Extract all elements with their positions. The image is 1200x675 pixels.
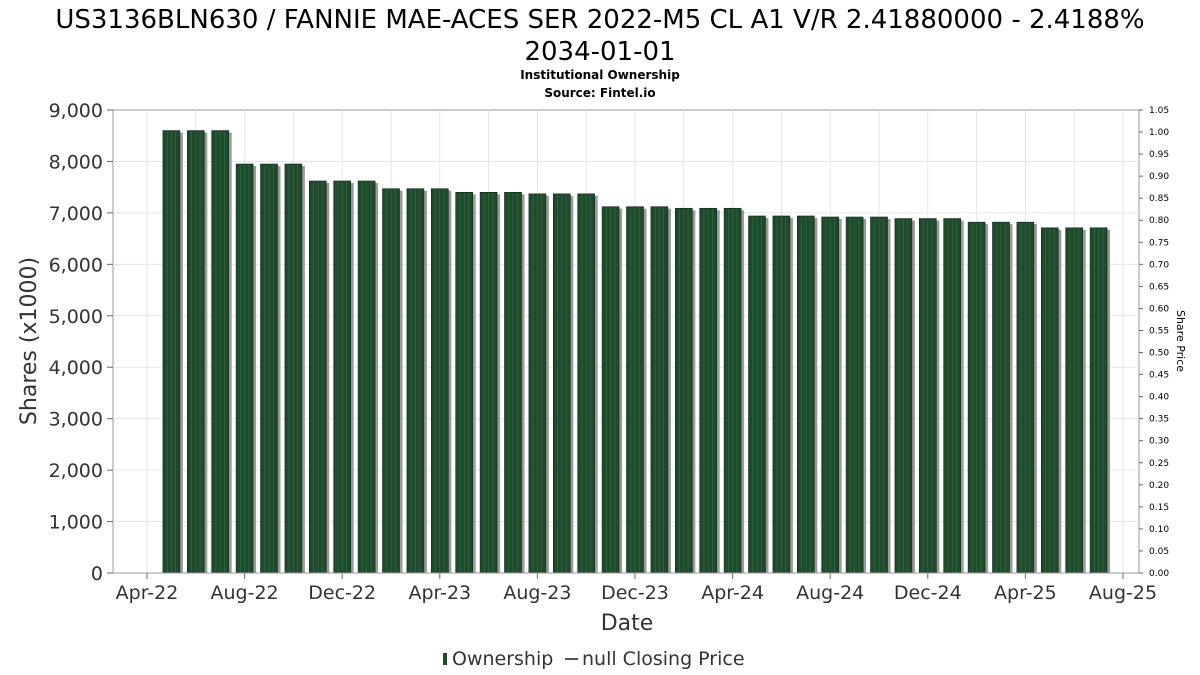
ownership-bar	[187, 130, 208, 574]
y2-tick-label: 0.30	[1149, 437, 1169, 447]
ownership-bar	[992, 221, 1013, 574]
y2-tick-label: 1.00	[1149, 128, 1169, 138]
chart-title-line2: 2034-01-01	[524, 37, 675, 67]
y2-tick-label: 0.95	[1149, 150, 1169, 160]
ownership-bar	[504, 192, 525, 574]
y-tick-label: 7,000	[49, 203, 103, 225]
ownership-bar	[382, 188, 403, 574]
y2-tick-label: 0.60	[1149, 304, 1169, 314]
ownership-bar	[894, 218, 915, 574]
ownership-bar	[333, 180, 354, 574]
x-tick-label: Aug-25	[1089, 582, 1157, 604]
ownership-bar	[870, 216, 891, 574]
y2-tick-label: 0.35	[1149, 415, 1169, 425]
x-tick-label: Apr-25	[994, 582, 1057, 604]
ownership-bar	[796, 215, 818, 574]
ownership-bar	[406, 188, 427, 574]
y-tick-label: 8,000	[49, 151, 103, 173]
y-tick-label: 0	[91, 563, 103, 585]
y2-tick-label: 0.90	[1149, 172, 1169, 182]
chart-title-line1: US3136BLN630 / FANNIE MAE-ACES SER 2022-…	[55, 5, 1144, 35]
y-axis-left: 0 1,000 2,000 3,000 4,000 5,000 6,000 7,000 8,00…	[49, 100, 113, 585]
y-tick-label: 3,000	[49, 409, 103, 431]
ownership-bar	[308, 180, 330, 574]
x-tick-label: Aug-23	[503, 582, 571, 604]
legend-ownership-swatch	[443, 653, 447, 665]
ownership-bar	[528, 193, 549, 574]
y-tick-label: 5,000	[49, 306, 103, 328]
ownership-bar	[723, 207, 745, 574]
legend: Ownership null Closing Price	[443, 648, 745, 670]
legend-ownership-label: Ownership	[452, 648, 553, 670]
ownership-bar	[577, 193, 598, 574]
ownership-bar	[601, 206, 623, 574]
ownership-bar	[357, 180, 379, 574]
y2-tick-label: 0.20	[1149, 481, 1169, 491]
ownership-bar	[479, 192, 501, 574]
ownership-bar	[284, 163, 305, 574]
chart-header: US3136BLN630 / FANNIE MAE-ACES SER 2022-…	[55, 5, 1144, 100]
x-tick-label: Dec-22	[308, 582, 376, 604]
ownership-bar	[626, 206, 647, 574]
ownership-bar	[748, 215, 769, 574]
ownership-bar	[430, 188, 452, 574]
x-tick-label: Aug-22	[211, 582, 279, 604]
ownership-bar	[1041, 227, 1062, 574]
y2-tick-label: 0.10	[1149, 525, 1169, 535]
ownership-bar	[943, 218, 964, 574]
y2-tick-label: 1.05	[1149, 106, 1169, 116]
ownership-bar	[674, 207, 696, 574]
y2-tick-label: 0.50	[1149, 349, 1169, 359]
y2-tick-label: 0.00	[1149, 569, 1169, 579]
y-tick-label: 2,000	[49, 460, 103, 482]
y2-tick-label: 0.55	[1149, 326, 1169, 336]
ownership-bar	[235, 163, 257, 574]
y2-tick-label: 0.40	[1149, 393, 1169, 403]
y2-tick-label: 0.05	[1149, 547, 1169, 557]
y2-axis-label: Share Price	[1174, 310, 1187, 372]
y-tick-label: 6,000	[49, 254, 103, 276]
x-tick-label: Apr-22	[116, 582, 179, 604]
ownership-bar	[699, 207, 720, 574]
y-tick-label: 4,000	[49, 357, 103, 379]
ownership-bar	[821, 216, 842, 574]
y-tick-label: 9,000	[49, 100, 103, 122]
ownership-bar	[162, 130, 183, 574]
y2-tick-label: 0.85	[1149, 194, 1169, 204]
legend-price-label: null Closing Price	[582, 648, 745, 670]
x-tick-label: Apr-23	[408, 582, 471, 604]
ownership-bar	[650, 206, 671, 574]
ownership-bar	[1089, 227, 1111, 574]
x-tick-label: Aug-24	[796, 582, 864, 604]
y2-tick-label: 0.15	[1149, 503, 1169, 513]
ownership-bar	[260, 163, 281, 574]
x-axis-label: Date	[601, 611, 654, 636]
y-axis-label: Shares (x1000)	[17, 257, 42, 425]
x-axis: Apr-22 Aug-22 Dec-22 Apr-23 Aug-23 Dec-23 Apr-…	[113, 572, 1157, 604]
y2-tick-label: 0.75	[1149, 238, 1169, 248]
chart-subtitle-line1: Institutional Ownership	[520, 68, 680, 82]
y2-tick-label: 0.70	[1149, 260, 1169, 270]
ownership-bar	[772, 215, 793, 574]
ownership-bar	[552, 193, 574, 574]
ownership-bar	[455, 192, 476, 574]
ownership-bar	[1016, 221, 1037, 574]
ownership-bars	[162, 130, 1111, 574]
y-axis-right: 0.00 0.05 0.10 0.15 0.20 0.25 0.30 0.35 0.40 0.45…	[1139, 106, 1169, 579]
x-tick-label: Dec-24	[894, 582, 962, 604]
y2-tick-label: 0.65	[1149, 282, 1169, 292]
y-tick-label: 1,000	[49, 512, 103, 534]
ownership-bar	[967, 221, 989, 574]
chart-subtitle-line2: Source: Fintel.io	[544, 86, 655, 100]
y2-tick-label: 0.25	[1149, 459, 1169, 469]
y2-tick-label: 0.80	[1149, 216, 1169, 226]
ownership-bar	[845, 216, 867, 574]
x-tick-label: Dec-23	[601, 582, 669, 604]
x-tick-label: Apr-24	[701, 582, 764, 604]
ownership-bar	[918, 218, 940, 574]
ownership-bar	[1065, 227, 1086, 574]
ownership-bar	[211, 130, 232, 574]
y2-tick-label: 0.45	[1149, 371, 1169, 381]
